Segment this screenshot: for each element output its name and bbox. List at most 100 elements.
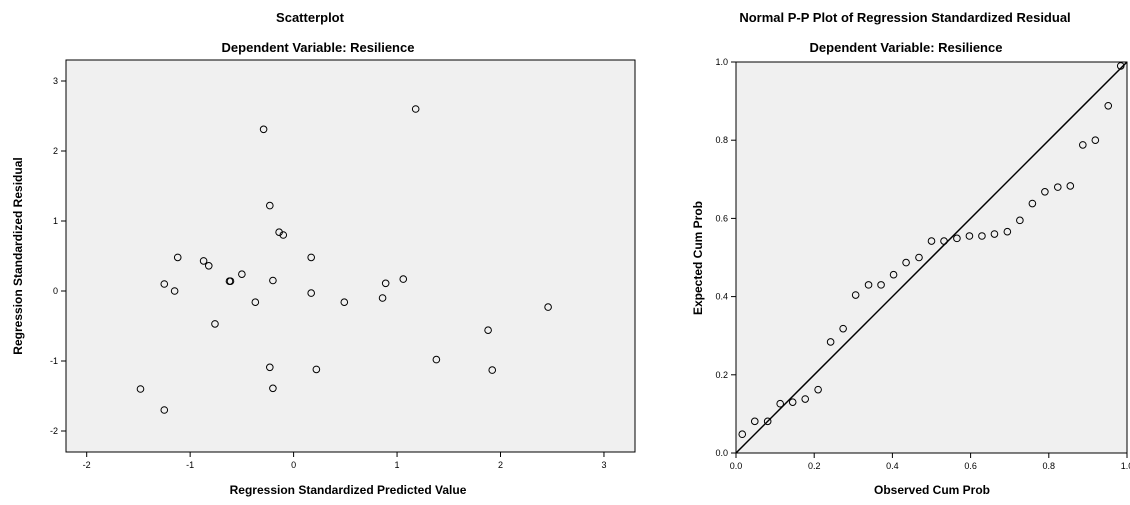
scatterplot-point (307, 289, 315, 297)
scatterplot-plot-area (65, 59, 636, 453)
pp-plot-point (915, 253, 923, 262)
scatterplot-point (259, 125, 268, 134)
pp-plot-point (864, 281, 873, 289)
scatterplot-point (170, 287, 179, 295)
pp-plot-point (990, 230, 999, 238)
pp-plot-point (1116, 62, 1125, 70)
pp-plot-x-axis-label: Observed Cum Prob (874, 483, 990, 497)
pp-plot-point (750, 417, 759, 426)
pp-plot-point (1066, 182, 1075, 190)
pp-plot-point (927, 237, 936, 245)
scatterplot-x-tick-label: 2 (498, 460, 503, 470)
scatterplot-x-tick-label: -1 (186, 460, 194, 470)
pp-plot-point (1041, 188, 1049, 196)
pp-plot-y-tick-label: 0.2 (715, 370, 728, 380)
pp-plot-point (851, 291, 860, 299)
scatterplot-point (488, 366, 497, 374)
scatterplot-x-axis-label: Regression Standardized Predicted Value (230, 483, 467, 497)
pp-plot-x-tick-label: 0.8 (1043, 461, 1056, 471)
scatterplot-x-tick-label: 1 (395, 460, 400, 470)
pp-plot-point (978, 232, 986, 240)
pp-plot-point (826, 338, 835, 346)
scatterplot-point (544, 303, 552, 311)
pp-plot-point (1003, 227, 1012, 236)
scatterplot-x-tick-label: 0 (291, 460, 296, 470)
scatterplot-point (399, 275, 408, 283)
scatterplot-chart: Scatterplot Dependent Variable: Resilien… (11, 10, 636, 497)
scatterplot-point (160, 406, 169, 414)
pp-plot-y-tick-label: 0.8 (715, 135, 728, 145)
scatterplot-y-tick-label: 2 (53, 146, 58, 156)
scatterplot-ticks: -2 -1 0 1 2 3 -2 -1 0 1 2 3 (50, 76, 606, 470)
scatterplot-point (432, 355, 441, 364)
scatterplot-point (307, 253, 315, 262)
scatterplot-point (381, 279, 390, 288)
pp-plot-chart: Normal P-P Plot of Regression Standardiz… (691, 10, 1130, 497)
pp-plot-x-tick-label: 0.0 (730, 461, 743, 471)
pp-plot-point (1104, 101, 1113, 110)
scatterplot-point (269, 384, 277, 393)
pp-plot-point (1079, 141, 1087, 149)
scatterplot-points (136, 105, 552, 414)
scatterplot-y-tick-label: 0 (53, 286, 58, 296)
pp-plot-point (738, 430, 747, 439)
pp-plot-reference-line (735, 61, 1128, 454)
scatterplot-point (173, 253, 182, 262)
pp-plot-subtitle: Dependent Variable: Resilience (810, 40, 1003, 55)
scatterplot-y-tick-label: 1 (53, 216, 58, 226)
pp-plot-y-axis-label: Expected Cum Prob (691, 201, 705, 315)
scatterplot-y-tick-label: 3 (53, 76, 58, 86)
pp-plot-ticks: 0.0 0.2 0.4 0.6 0.8 1.0 0.0 0.2 0.4 0.6 0.8 1.0 (715, 57, 1130, 471)
pp-plot-x-tick-label: 0.2 (808, 461, 821, 471)
scatterplot-point (378, 294, 387, 302)
pp-plot-y-tick-label: 0.4 (715, 292, 728, 302)
pp-plot-point (839, 324, 847, 333)
pp-plot-point (889, 270, 898, 279)
scatterplot-point (199, 257, 208, 265)
pp-plot-point (1028, 199, 1037, 208)
scatterplot-point (340, 298, 349, 307)
pp-plot-y-tick-label: 1.0 (715, 57, 728, 67)
pp-plot-point (801, 395, 810, 403)
pp-plot-point (877, 281, 885, 289)
scatterplot-y-axis-label: Regression Standardized Residual (11, 157, 25, 354)
scatterplot-point (211, 320, 219, 328)
scatterplot-point (136, 385, 145, 393)
scatterplot-point (251, 298, 260, 307)
scatterplot-point (160, 280, 169, 288)
scatterplot-x-tick-label: -2 (83, 460, 91, 470)
pp-plot-x-tick-label: 0.6 (964, 461, 977, 471)
pp-plot-point (953, 234, 961, 243)
scatterplot-point (269, 276, 277, 285)
pp-plot-point (1053, 183, 1062, 191)
scatterplot-point (226, 277, 235, 286)
pp-plot-point (902, 258, 910, 267)
scatterplot-point (279, 231, 288, 239)
pp-plot-point (814, 385, 822, 394)
pp-plot-y-tick-label: 0.6 (715, 213, 728, 223)
scatterplot-y-tick-label: -2 (50, 426, 58, 436)
pp-plot-title: Normal P-P Plot of Regression Standardiz… (739, 10, 1070, 25)
scatterplot-point (411, 105, 420, 113)
scatterplot-point (266, 363, 274, 372)
pp-plot-x-tick-label: 0.4 (886, 461, 899, 471)
pp-plot-point (763, 417, 772, 426)
scatterplot-point (312, 365, 321, 374)
scatterplot-title: Scatterplot (276, 10, 345, 25)
pp-plot-point (788, 398, 797, 406)
pp-plot-point (1091, 136, 1100, 144)
pp-plot-point (1016, 216, 1024, 225)
pp-plot-points (738, 62, 1125, 439)
scatterplot-point (238, 270, 246, 279)
scatterplot-point (266, 201, 274, 210)
pp-plot-y-tick-label: 0.0 (715, 448, 728, 458)
pp-plot-point (776, 399, 784, 408)
scatterplot-point (484, 326, 492, 335)
pp-plot-point (965, 232, 974, 240)
scatterplot-y-tick-label: -1 (50, 356, 58, 366)
pp-plot-x-tick-label: 1.0 (1121, 461, 1130, 471)
scatterplot-subtitle: Dependent Variable: Resilience (222, 40, 415, 55)
pp-plot-point (940, 237, 948, 245)
